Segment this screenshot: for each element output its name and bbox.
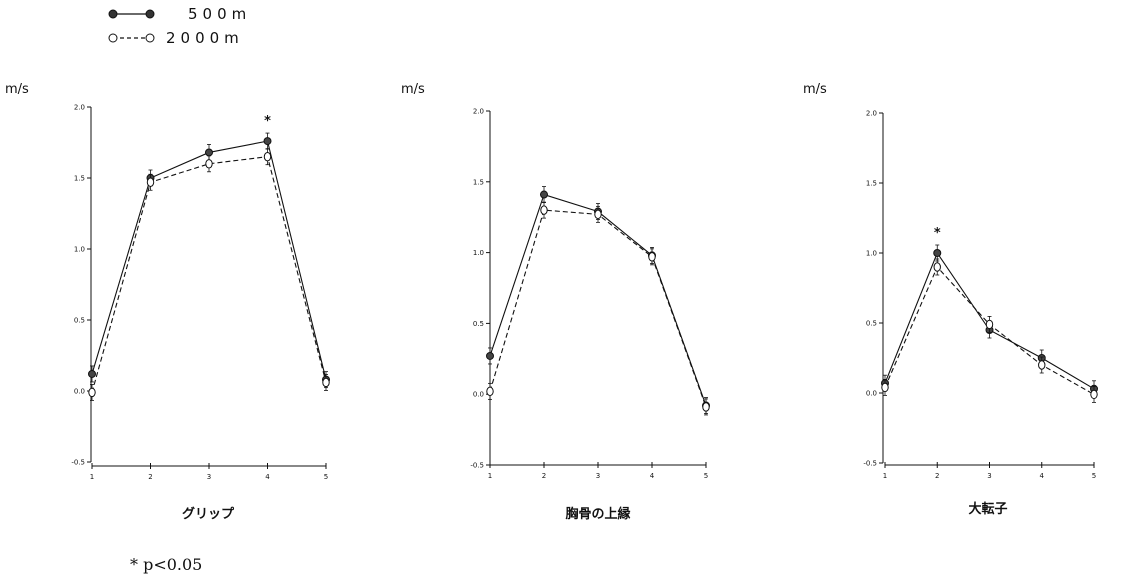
- significance-star: *: [264, 114, 271, 129]
- y-tick-label: 2.0: [74, 104, 85, 112]
- x-tick-label: 3: [987, 472, 991, 480]
- significance-star: *: [934, 226, 941, 241]
- y-tick-label: 1.0: [866, 250, 877, 258]
- data-point-2000m: [1090, 389, 1098, 400]
- chart-title: 胸骨の上縁: [565, 506, 630, 522]
- y-tick-label: 0.5: [473, 320, 484, 328]
- y-tick-label: -0.5: [863, 460, 877, 468]
- data-point-2000m: [322, 377, 330, 388]
- series-line-500m: [489, 193, 707, 406]
- data-point-500m: [486, 351, 494, 360]
- legend-500m-marker-right: [145, 9, 155, 19]
- y-tick-label: 0.0: [473, 391, 484, 399]
- legend-500m-label: 500m: [188, 5, 251, 23]
- x-tick-label: 5: [324, 473, 328, 481]
- x-tick-label: 2: [542, 472, 546, 480]
- y-unit-label: m/s: [5, 82, 29, 97]
- x-tick-label: 5: [704, 472, 708, 480]
- x-tick-label: 3: [596, 472, 600, 480]
- data-point-2000m: [146, 177, 155, 187]
- x-tick-label: 3: [207, 473, 211, 481]
- data-point-500m: [205, 148, 213, 157]
- x-tick-label: 2: [935, 472, 939, 480]
- chart-title: グリップ: [182, 506, 235, 522]
- data-point-2000m: [1038, 360, 1046, 370]
- y-tick-label: 1.5: [74, 175, 85, 183]
- y-tick-label: 0.0: [74, 388, 85, 396]
- x-tick-label: 5: [1092, 472, 1096, 480]
- chart-panel-2: m/s 2.0 1.5 1.0 0.5 0.0 -0.5 1 2 3 4 5 胸骨の上縁: [401, 82, 710, 522]
- data-point-500m: [88, 369, 96, 378]
- chart-title: 大転子: [968, 501, 1007, 517]
- data-point-2000m: [933, 262, 941, 272]
- data-point-2000m: [881, 382, 889, 393]
- data-point-2000m: [263, 152, 272, 162]
- data-point-500m: [263, 137, 272, 146]
- chart-panel-3: m/s 2.0 1.5 1.0 0.5 0.0 -0.5 1 2 3 4 5 * 大転子: [803, 82, 1098, 517]
- series-line-2000m: [489, 209, 707, 408]
- x-tick-label: 4: [650, 472, 655, 480]
- y-unit-label: m/s: [401, 82, 425, 97]
- legend-2000m-marker-left: [108, 33, 118, 43]
- data-point-2000m: [540, 205, 548, 215]
- data-point-2000m: [648, 252, 656, 262]
- y-tick-label: 0.5: [74, 317, 85, 325]
- y-tick-label: 0.5: [866, 320, 877, 328]
- footnote: * p<0.05: [130, 555, 202, 574]
- y-tick-label: 1.0: [74, 246, 85, 254]
- y-tick-label: 2.0: [866, 110, 877, 118]
- chart-panel-1: m/s 2.0 1.5 1.0 0.5 0.0 -0.5 1 2 3 4 5 * グリップ: [5, 82, 330, 522]
- data-point-2000m: [486, 386, 494, 397]
- y-tick-label: 2.0: [473, 108, 484, 116]
- y-tick-label: 1.5: [473, 178, 484, 186]
- series-line-2000m: [91, 156, 327, 393]
- y-tick-label: 0.0: [866, 390, 877, 398]
- legend: 500m 2000m: [108, 5, 251, 47]
- y-tick-label: 1.0: [473, 249, 484, 257]
- data-point-500m: [540, 190, 548, 199]
- data-point-2000m: [594, 209, 602, 220]
- x-tick-label: 1: [90, 473, 94, 481]
- data-point-2000m: [702, 402, 710, 412]
- y-tick-label: 1.5: [866, 180, 877, 188]
- y-unit-label: m/s: [803, 82, 827, 97]
- y-tick-label: -0.5: [71, 459, 85, 467]
- x-tick-label: 4: [1040, 472, 1045, 480]
- x-tick-label: 2: [148, 473, 152, 481]
- data-point-2000m: [985, 319, 994, 330]
- data-point-2000m: [205, 159, 213, 169]
- y-tick-label: -0.5: [470, 462, 484, 470]
- data-point-500m: [933, 249, 942, 257]
- chart-panels: m/s 2.0 1.5 1.0 0.5 0.0 -0.5 1 2 3 4 5 * グリップ m/s 2.0 1.…: [5, 82, 1098, 522]
- series-line-500m: [91, 140, 327, 380]
- legend-2000m-marker-right: [145, 33, 155, 43]
- x-tick-label: 1: [488, 472, 492, 480]
- data-point-2000m: [88, 387, 96, 398]
- x-tick-label: 4: [265, 473, 270, 481]
- x-tick-label: 1: [883, 472, 887, 480]
- legend-500m-marker-left: [108, 9, 118, 19]
- legend-2000m-label: 2000m: [166, 29, 244, 47]
